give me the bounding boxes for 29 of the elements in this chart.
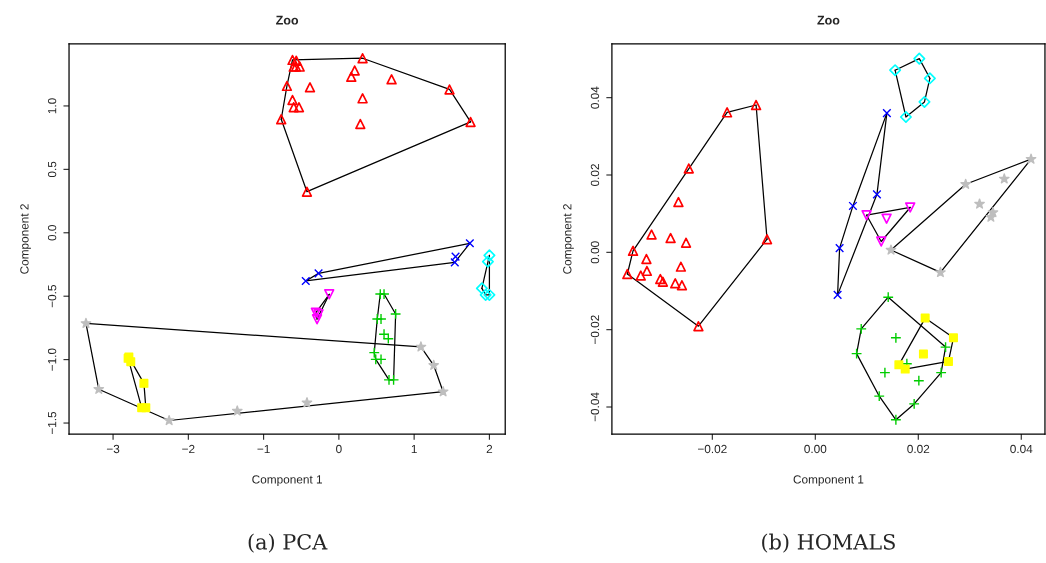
x-axis-title: Component 1 bbox=[793, 475, 864, 486]
y-tick-label: 0.04 bbox=[590, 86, 600, 109]
x-tick-label: 1 bbox=[411, 444, 417, 454]
chart-title: Zoo bbox=[276, 15, 299, 25]
x-tick-label: 0.02 bbox=[907, 444, 930, 454]
y-axis-title: Component 2 bbox=[563, 204, 574, 274]
x-axis-title: Component 1 bbox=[252, 475, 322, 486]
x-tick-label: 0 bbox=[336, 444, 342, 454]
y-tick-label: 1.0 bbox=[47, 98, 57, 114]
x-tick-label: 0.00 bbox=[804, 444, 827, 454]
y-axis-title: Component 2 bbox=[20, 204, 31, 274]
x-tick-label: −1 bbox=[257, 444, 270, 454]
y-tick-label: −1.5 bbox=[48, 411, 57, 435]
y-tick-label: 0.02 bbox=[590, 164, 600, 187]
x-tick-label: 0.04 bbox=[1010, 444, 1033, 454]
y-tick-label: 0.5 bbox=[47, 161, 57, 178]
x-tick-label: −3 bbox=[106, 444, 120, 454]
x-tick-label: −0.02 bbox=[697, 444, 727, 454]
y-tick-label: 0.00 bbox=[590, 241, 600, 264]
text: (b) HOMALS bbox=[762, 533, 895, 553]
x-tick-label: −2 bbox=[182, 444, 195, 454]
text: (a) PCA bbox=[248, 533, 328, 553]
y-tick-label: −1.0 bbox=[47, 348, 57, 371]
chart-title: Zoo bbox=[817, 15, 840, 25]
y-tick-label: 0.0 bbox=[47, 225, 57, 241]
y-tick-label: −0.02 bbox=[590, 315, 600, 345]
y-tick-label: −0.5 bbox=[47, 285, 57, 308]
y-tick-label: −0.04 bbox=[590, 392, 600, 422]
x-tick-label: 2 bbox=[486, 444, 493, 454]
